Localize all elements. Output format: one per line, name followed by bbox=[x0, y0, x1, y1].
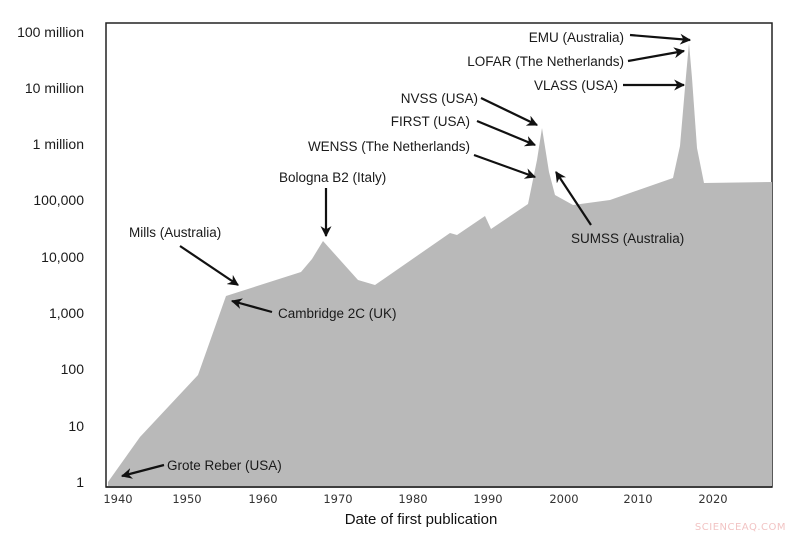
x-tick: 2000 bbox=[549, 492, 578, 506]
annotations bbox=[120, 33, 692, 479]
x-tick: 1950 bbox=[172, 492, 201, 506]
label-cambridge-2c: Cambridge 2C (UK) bbox=[278, 306, 397, 321]
x-tick: 1980 bbox=[398, 492, 427, 506]
emu-arrow bbox=[629, 33, 692, 45]
sumss-arrow bbox=[555, 171, 592, 226]
label-wenss: WENSS (The Netherlands) bbox=[308, 139, 470, 154]
x-axis: 1940 1950 1960 1970 1980 1990 2000 2010 … bbox=[103, 492, 727, 506]
annotation-labels: Grote Reber (USA) Cambridge 2C (UK) Mill… bbox=[129, 30, 684, 473]
label-grote-reber: Grote Reber (USA) bbox=[167, 458, 282, 473]
label-bologna-b2: Bologna B2 (Italy) bbox=[279, 170, 386, 185]
mills-arrow bbox=[179, 245, 239, 286]
y-tick: 1 bbox=[76, 474, 84, 490]
label-mills: Mills (Australia) bbox=[129, 225, 221, 240]
x-tick: 2020 bbox=[698, 492, 727, 506]
y-tick: 100 million bbox=[17, 24, 84, 40]
label-sumss: SUMSS (Australia) bbox=[571, 231, 684, 246]
label-emu: EMU (Australia) bbox=[529, 30, 624, 45]
x-tick: 1940 bbox=[103, 492, 132, 506]
y-tick: 100 bbox=[61, 361, 85, 377]
y-tick: 10,000 bbox=[41, 249, 84, 265]
x-tick: 1960 bbox=[248, 492, 277, 506]
label-first: FIRST (USA) bbox=[391, 114, 470, 129]
watermark: SCIENCEAQ.COM bbox=[695, 522, 786, 533]
lofar-arrow bbox=[627, 47, 686, 63]
first-arrow bbox=[476, 119, 537, 147]
y-tick: 10 million bbox=[25, 80, 84, 96]
nvss-arrow bbox=[480, 97, 538, 126]
label-lofar: LOFAR (The Netherlands) bbox=[467, 54, 624, 69]
x-axis-title: Date of first publication bbox=[345, 511, 498, 528]
cambridge-arrow bbox=[230, 298, 273, 314]
y-axis: 100 million 10 million 1 million 100,000… bbox=[17, 24, 84, 490]
y-tick: 1,000 bbox=[49, 305, 84, 321]
label-vlass: VLASS (USA) bbox=[534, 78, 618, 93]
label-nvss: NVSS (USA) bbox=[401, 91, 478, 106]
x-tick: 1970 bbox=[323, 492, 352, 506]
y-tick: 100,000 bbox=[33, 192, 84, 208]
wenss-arrow bbox=[473, 153, 537, 179]
grote-arrow bbox=[120, 463, 165, 479]
y-tick: 10 bbox=[68, 418, 84, 434]
x-tick: 2010 bbox=[623, 492, 652, 506]
survey-area bbox=[108, 43, 772, 486]
y-tick: 1 million bbox=[33, 136, 84, 152]
x-tick: 1990 bbox=[473, 492, 502, 506]
